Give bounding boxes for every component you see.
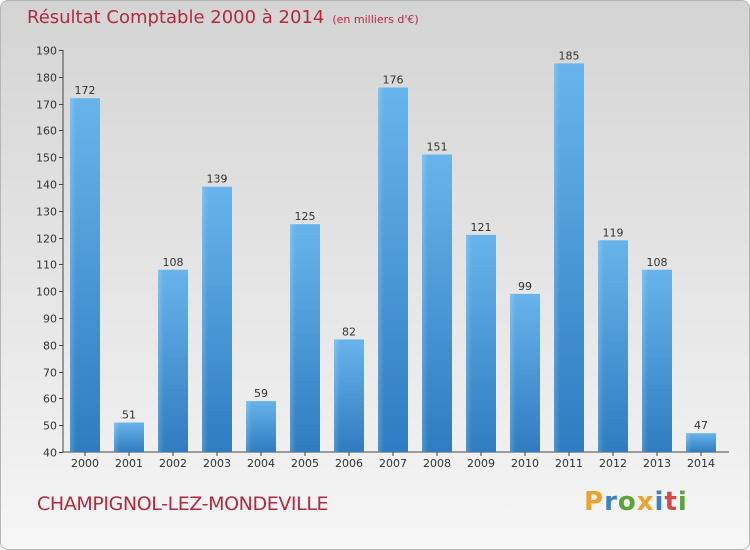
value-label: 176 <box>383 74 404 87</box>
logo-letter: P <box>584 487 605 517</box>
bar-highlight <box>334 339 340 452</box>
x-tick-label: 2001 <box>115 457 143 470</box>
bar-highlight <box>642 269 648 452</box>
value-label: 139 <box>207 173 228 186</box>
bar-highlight <box>246 401 252 452</box>
x-tick-label: 2002 <box>159 457 187 470</box>
y-tick-label: 90 <box>43 313 57 326</box>
bar <box>686 433 716 452</box>
y-tick-label: 60 <box>43 393 57 406</box>
value-label: 151 <box>427 141 448 154</box>
y-tick-label: 80 <box>43 340 57 353</box>
x-tick-label: 2004 <box>247 457 275 470</box>
value-label: 108 <box>163 256 184 269</box>
bar-highlight <box>378 87 384 453</box>
chart-title-text: Résultat Comptable 2000 à 2014 <box>27 7 325 28</box>
y-tick-label: 70 <box>43 367 57 380</box>
y-tick-label: 100 <box>36 286 57 299</box>
x-tick-label: 2013 <box>643 457 671 470</box>
value-label: 47 <box>694 419 708 432</box>
logo-letter: o <box>617 487 637 517</box>
x-tick-label: 2007 <box>379 457 407 470</box>
logo-letter: i <box>654 487 665 517</box>
bar-highlight <box>70 98 76 453</box>
y-tick-label: 130 <box>36 206 57 219</box>
x-tick-label: 2009 <box>467 457 495 470</box>
bar-highlight <box>554 63 560 453</box>
bar-highlight <box>598 240 604 452</box>
x-tick-label: 2008 <box>423 457 451 470</box>
bar-highlight <box>202 186 208 452</box>
y-tick-label: 120 <box>36 233 57 246</box>
y-tick-label: 140 <box>36 179 57 192</box>
logo-letter: x <box>636 487 655 517</box>
x-tick-label: 2010 <box>511 457 539 470</box>
bar-highlight <box>510 293 516 452</box>
y-tick-label: 50 <box>43 420 57 433</box>
chart-title: Résultat Comptable 2000 à 2014 (en millie… <box>27 7 419 28</box>
y-tick-label: 190 <box>36 45 57 58</box>
value-label: 119 <box>603 226 624 239</box>
logo-letter: r <box>604 487 618 517</box>
y-tick-label: 160 <box>36 125 57 138</box>
value-label: 51 <box>122 409 136 422</box>
value-label: 121 <box>471 221 492 234</box>
x-tick-label: 2005 <box>291 457 319 470</box>
x-tick-label: 2011 <box>555 457 583 470</box>
x-tick-label: 2006 <box>335 457 363 470</box>
y-tick-label: 110 <box>36 259 57 272</box>
bar-highlight <box>290 224 296 452</box>
value-label: 99 <box>518 280 532 293</box>
value-label: 59 <box>254 387 268 400</box>
bar-highlight <box>158 269 164 452</box>
y-tick-label: 150 <box>36 152 57 165</box>
value-label: 172 <box>75 84 96 97</box>
value-label: 108 <box>647 256 668 269</box>
logo-letter: t <box>664 487 678 517</box>
bar-highlight <box>466 234 472 452</box>
commune-name: CHAMPIGNOL-LEZ-MONDEVILLE <box>37 493 329 515</box>
x-tick-label: 2014 <box>687 457 715 470</box>
x-tick-label: 2012 <box>599 457 627 470</box>
bar-highlight <box>686 433 692 452</box>
logo-letter: i <box>677 487 688 517</box>
bar-highlight <box>422 154 428 452</box>
value-label: 185 <box>559 49 580 62</box>
y-tick-label: 170 <box>36 99 57 112</box>
y-tick-label: 180 <box>36 72 57 85</box>
x-tick-label: 2000 <box>71 457 99 470</box>
bar-highlight <box>114 422 120 452</box>
y-tick-label: 40 <box>43 447 57 460</box>
proxiti-logo: Proxiti <box>584 487 688 517</box>
x-tick-label: 2003 <box>203 457 231 470</box>
chart-unit: (en milliers d'€) <box>332 13 419 26</box>
value-label: 125 <box>295 210 316 223</box>
value-label: 82 <box>342 325 356 338</box>
